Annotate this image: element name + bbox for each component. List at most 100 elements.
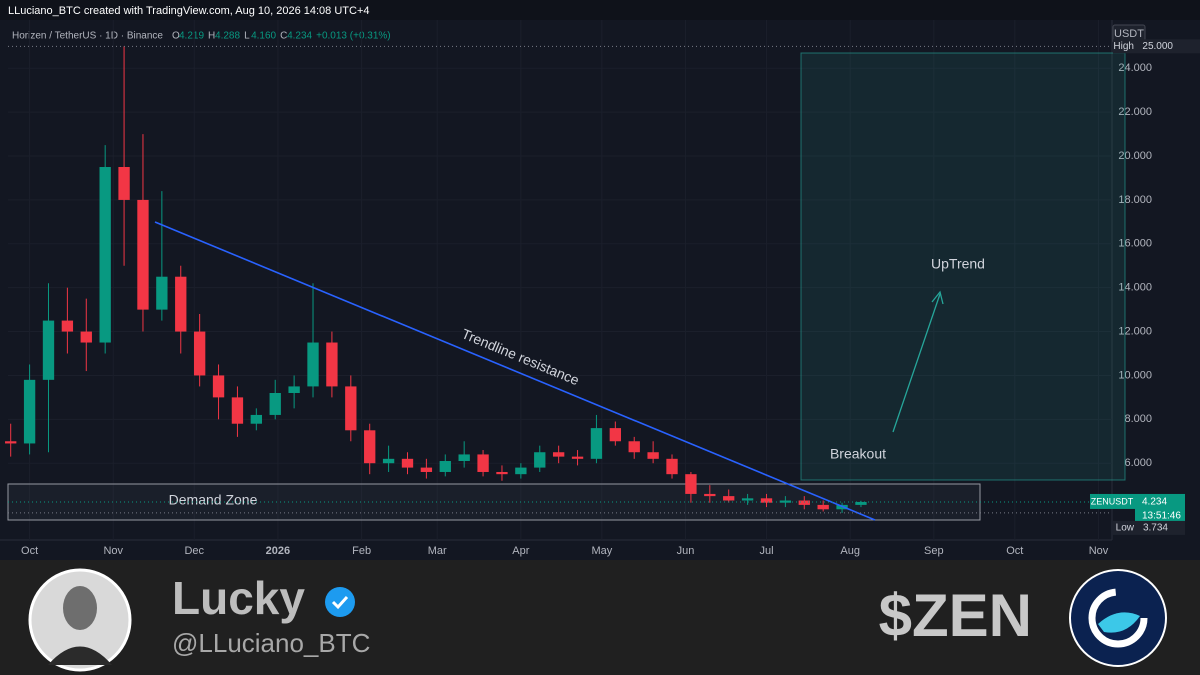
candle-body bbox=[515, 467, 527, 475]
demand-zone-label: Demand Zone bbox=[169, 492, 258, 508]
candle-body bbox=[288, 386, 300, 393]
x-tick-label: Nov bbox=[1089, 545, 1109, 557]
candle-body bbox=[571, 456, 584, 459]
legend-value: 4.219 bbox=[179, 31, 204, 42]
candle-body bbox=[326, 342, 338, 387]
breakout-box bbox=[800, 52, 1126, 481]
avatar-body bbox=[48, 646, 112, 665]
verified-badge bbox=[325, 587, 355, 617]
candle-body bbox=[99, 167, 111, 343]
legend-value: 4.288 bbox=[215, 31, 240, 42]
x-tick-label: Feb bbox=[352, 545, 371, 557]
candle-body bbox=[760, 498, 773, 503]
candle-body bbox=[477, 454, 489, 472]
candle-body bbox=[798, 500, 810, 505]
x-tick-label: Nov bbox=[103, 545, 123, 557]
candle-body bbox=[590, 428, 603, 459]
x-tick-label: Oct bbox=[21, 545, 38, 557]
y-tick-label: 20.000 bbox=[1118, 150, 1152, 162]
candle-body bbox=[534, 452, 546, 468]
candle-body bbox=[666, 458, 678, 475]
x-tick-label: Jul bbox=[759, 545, 773, 557]
low-box bbox=[1113, 520, 1185, 535]
x-tick-label: Oct bbox=[1006, 545, 1023, 557]
x-tick-label: 2026 bbox=[266, 545, 290, 557]
y-tick-label: 16.000 bbox=[1118, 238, 1152, 250]
high-value: 25.000 bbox=[1142, 41, 1173, 52]
uptrend-label: UpTrend bbox=[931, 256, 985, 272]
candle-body bbox=[212, 375, 225, 398]
candle-body bbox=[23, 379, 36, 444]
candle-body bbox=[420, 467, 433, 472]
legend-key: C bbox=[280, 31, 287, 42]
candle-body bbox=[647, 452, 659, 459]
candle-body bbox=[364, 430, 376, 464]
candle-body bbox=[552, 452, 565, 457]
plot-background bbox=[0, 0, 1200, 560]
candle-body bbox=[628, 441, 640, 453]
candle-body bbox=[175, 276, 187, 332]
legend-change: +0.013 (+0.31%) bbox=[316, 31, 391, 42]
y-tick-label: 24.000 bbox=[1118, 62, 1152, 74]
y-tick-label: 18.000 bbox=[1118, 194, 1152, 206]
header-bar bbox=[0, 0, 1200, 20]
candle-body bbox=[723, 496, 735, 501]
token-logo-ring bbox=[1088, 588, 1148, 648]
candle-body bbox=[496, 471, 508, 475]
trendline bbox=[154, 221, 876, 521]
y-tick-label: 10.000 bbox=[1118, 369, 1152, 381]
countdown: 13:51:46 bbox=[1142, 511, 1181, 522]
candle-body bbox=[345, 386, 357, 431]
candle-body bbox=[855, 501, 867, 505]
candle-body bbox=[269, 392, 281, 415]
candle-body bbox=[779, 500, 792, 503]
candle-body bbox=[382, 458, 395, 464]
y-tick-label: 8.000 bbox=[1124, 413, 1152, 425]
footer-background bbox=[0, 560, 1200, 675]
ohlc-legend: O 4.219 H 4.288 L 4.160 C 4.234 +0.013 (+0.31%) bbox=[172, 31, 391, 42]
x-tick-label: Apr bbox=[512, 545, 529, 557]
token-logo-wave bbox=[1098, 612, 1140, 633]
candle-body bbox=[458, 454, 470, 462]
y-tick-label: 22.000 bbox=[1118, 106, 1152, 118]
candle-body bbox=[307, 342, 319, 387]
attribution: LLuciano_BTC created with TradingView.co… bbox=[8, 5, 370, 17]
legend-key: L bbox=[244, 31, 250, 42]
legend-value: 4.234 bbox=[287, 31, 312, 42]
y-tick-label: 6.000 bbox=[1124, 457, 1152, 469]
candle-body bbox=[231, 397, 244, 424]
y-tick-label: 14.000 bbox=[1118, 282, 1152, 294]
demand-zone-box bbox=[7, 483, 981, 521]
x-tick-label: Jun bbox=[677, 545, 695, 557]
price-value: 4.234 bbox=[1142, 497, 1167, 508]
candle-body bbox=[137, 199, 149, 310]
legend-key: O bbox=[172, 31, 180, 42]
candle-body bbox=[42, 320, 55, 380]
x-tick-label: Sep bbox=[924, 545, 944, 557]
symbol-label: Horizen / TetherUS · 1D · Binance bbox=[12, 31, 163, 42]
verified-check bbox=[331, 595, 349, 610]
low-value: 3.734 bbox=[1143, 523, 1168, 534]
symbol-label: ZENUSDT bbox=[1091, 496, 1134, 506]
candle-body bbox=[704, 493, 716, 497]
x-tick-label: Aug bbox=[840, 545, 860, 557]
symbol-box bbox=[1090, 493, 1135, 509]
candle-body bbox=[61, 320, 74, 332]
legend-key: H bbox=[208, 31, 215, 42]
author-name: Lucky bbox=[172, 572, 305, 624]
avatar-face bbox=[63, 586, 97, 630]
uptrend-arrow bbox=[892, 293, 941, 433]
legend-value: 4.160 bbox=[251, 31, 276, 42]
candle-body bbox=[5, 441, 17, 444]
y-tick-label: 12.000 bbox=[1118, 325, 1152, 337]
candle-body bbox=[401, 458, 414, 468]
x-tick-label: May bbox=[591, 545, 612, 557]
candle-body bbox=[817, 504, 829, 510]
candle-body bbox=[193, 331, 206, 376]
candle-body bbox=[439, 461, 451, 472]
x-tick-label: Mar bbox=[428, 545, 447, 557]
candle-body bbox=[685, 474, 697, 494]
breakout-label: Breakout bbox=[830, 446, 886, 462]
